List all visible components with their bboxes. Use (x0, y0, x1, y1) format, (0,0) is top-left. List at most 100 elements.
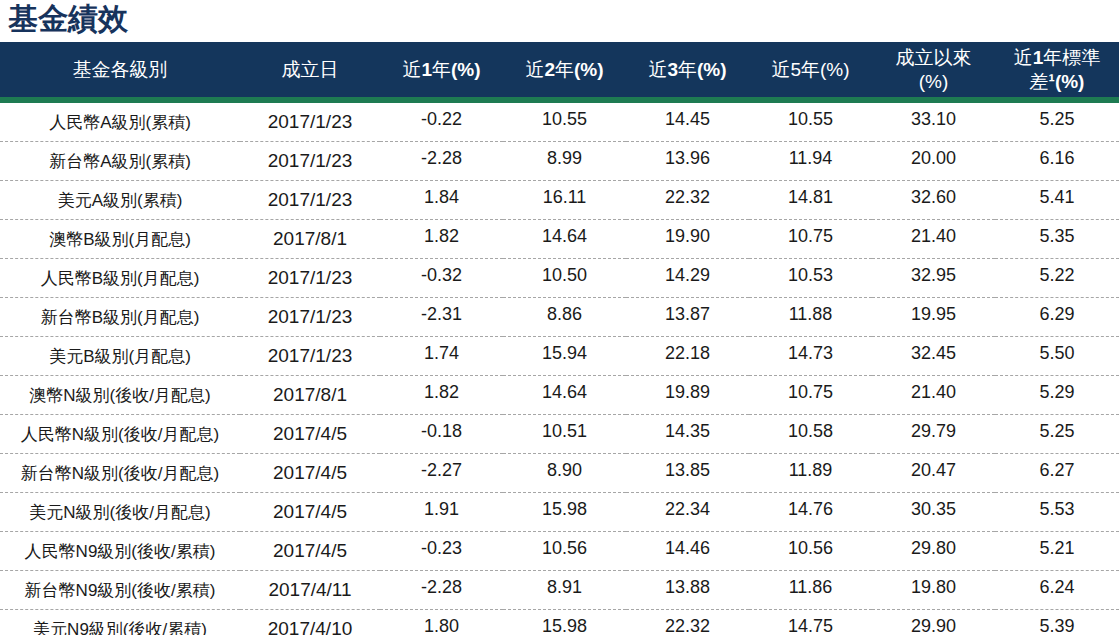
value-text: 19.89 (665, 382, 710, 403)
value-cell: 14.81 (749, 181, 872, 220)
value-cell: 6.29 (995, 298, 1119, 337)
column-header-return-1y: 近1年(%) (380, 42, 503, 100)
value-cell: 14.35 (626, 415, 749, 454)
value-cell: 10.56 (749, 532, 872, 571)
value-text: 14.64 (542, 382, 587, 403)
column-header-return-since-inception: 成立以來(%) (872, 42, 995, 100)
value-cell: 10.58 (749, 415, 872, 454)
value-cell: 6.16 (995, 142, 1119, 181)
column-header-line: 近1年標準 (995, 46, 1119, 70)
column-header-text: 近 (525, 59, 544, 80)
value-text: 32.60 (911, 187, 956, 208)
value-text: 14.29 (665, 265, 710, 286)
inception-date-cell: 2017/1/23 (240, 259, 380, 298)
value-text: 15.98 (542, 616, 587, 635)
table-header: 基金各級別成立日近1年(%)近2年(%)近3年(%)近5年(%)成立以來(%)近… (0, 42, 1119, 100)
value-text: 11.86 (789, 577, 833, 598)
value-cell: 29.79 (872, 415, 995, 454)
value-cell: 10.75 (749, 220, 872, 259)
value-text: 32.95 (911, 265, 956, 286)
value-text: 5.39 (1039, 616, 1074, 635)
column-header-text: 成立日 (282, 59, 339, 80)
value-text: 5.25 (1039, 109, 1074, 130)
value-text: 5.53 (1039, 499, 1074, 520)
inception-date-cell: 2017/1/23 (240, 181, 380, 220)
value-text: 10.55 (542, 109, 587, 130)
column-header-text: 基金各級別 (73, 59, 168, 80)
value-cell: 32.95 (872, 259, 995, 298)
column-header-line: 成立以來 (872, 46, 995, 70)
column-header-line: (%) (872, 70, 995, 94)
value-text: 13.85 (665, 460, 710, 481)
table-row: 澳幣N級別(後收/月配息)2017/8/11.8214.6419.8910.75… (0, 376, 1119, 415)
column-header-text: 1 (1033, 47, 1044, 68)
value-cell: 5.35 (995, 220, 1119, 259)
value-cell: 1.82 (380, 220, 503, 259)
value-cell: 29.80 (872, 532, 995, 571)
value-text: 29.90 (911, 616, 956, 635)
fund-class-cell: 美元A級別(累積) (0, 181, 240, 220)
column-header-text: 5 (790, 59, 801, 80)
value-cell: 1.91 (380, 493, 503, 532)
value-text: 6.16 (1039, 148, 1074, 169)
inception-date-cell: 2017/1/23 (240, 337, 380, 376)
value-text: -0.32 (421, 265, 462, 286)
value-text: 22.32 (665, 187, 710, 208)
fund-class-cell: 澳幣N級別(後收/月配息) (0, 376, 240, 415)
inception-date-cell: 2017/8/1 (240, 220, 380, 259)
value-cell: 19.90 (626, 220, 749, 259)
value-text: 10.58 (788, 421, 833, 442)
value-cell: -0.32 (380, 259, 503, 298)
table-row: 新台幣A級別(累積)2017/1/23-2.288.9913.9611.9420… (0, 142, 1119, 181)
value-text: 30.35 (911, 499, 956, 520)
value-text: 5.50 (1039, 343, 1074, 364)
value-text: 10.56 (542, 538, 587, 559)
column-header-fund-class: 基金各級別 (0, 42, 240, 100)
value-cell: 6.27 (995, 454, 1119, 493)
value-cell: 1.74 (380, 337, 503, 376)
fund-class-cell: 人民幣B級別(月配息) (0, 259, 240, 298)
table-row: 新台幣N9級別(後收/累積)2017/4/11-2.288.9113.8811.… (0, 571, 1119, 610)
value-cell: 5.22 (995, 259, 1119, 298)
value-text: 10.55 (788, 109, 833, 130)
value-text: 1.84 (424, 187, 459, 208)
value-text: 29.80 (911, 538, 956, 559)
value-cell: -2.27 (380, 454, 503, 493)
value-cell: 11.86 (749, 571, 872, 610)
value-cell: 10.53 (749, 259, 872, 298)
value-cell: 13.96 (626, 142, 749, 181)
value-text: 5.21 (1039, 538, 1074, 559)
value-text: -0.18 (421, 421, 462, 442)
table-header-row: 基金各級別成立日近1年(%)近2年(%)近3年(%)近5年(%)成立以來(%)近… (0, 42, 1119, 100)
value-text: 6.27 (1039, 460, 1074, 481)
column-header-text: 3 (667, 59, 678, 80)
table-row: 美元N級別(後收/月配息)2017/4/51.9115.9822.3414.76… (0, 493, 1119, 532)
value-text: 15.98 (542, 499, 587, 520)
column-header-text: (%) (697, 59, 727, 80)
value-cell: 8.99 (503, 142, 626, 181)
value-cell: 14.45 (626, 100, 749, 142)
column-header-text: 年 (801, 59, 820, 80)
column-header-text: (%) (919, 71, 949, 92)
fund-class-cell: 新台幣A級別(累積) (0, 142, 240, 181)
value-text: 10.56 (788, 538, 833, 559)
table-row: 美元B級別(月配息)2017/1/231.7415.9422.1814.7332… (0, 337, 1119, 376)
value-text: -2.28 (421, 577, 462, 598)
inception-date-cell: 2017/4/5 (240, 454, 380, 493)
value-text: -0.23 (421, 538, 462, 559)
column-header-text: 近 (402, 59, 421, 80)
value-cell: 30.35 (872, 493, 995, 532)
value-cell: 20.00 (872, 142, 995, 181)
inception-date-cell: 2017/4/11 (240, 571, 380, 610)
value-cell: 14.73 (749, 337, 872, 376)
page-title: 基金績效 (0, 0, 1119, 38)
value-text: 19.80 (911, 577, 956, 598)
value-cell: 10.55 (503, 100, 626, 142)
value-text: 19.95 (911, 304, 956, 325)
value-text: 8.86 (547, 304, 582, 325)
inception-date-cell: 2017/1/23 (240, 100, 380, 142)
value-text: 13.88 (665, 577, 710, 598)
value-text: 8.90 (547, 460, 582, 481)
value-cell: 5.21 (995, 532, 1119, 571)
fund-class-cell: 美元N9級別(後收/累積) (0, 610, 240, 635)
